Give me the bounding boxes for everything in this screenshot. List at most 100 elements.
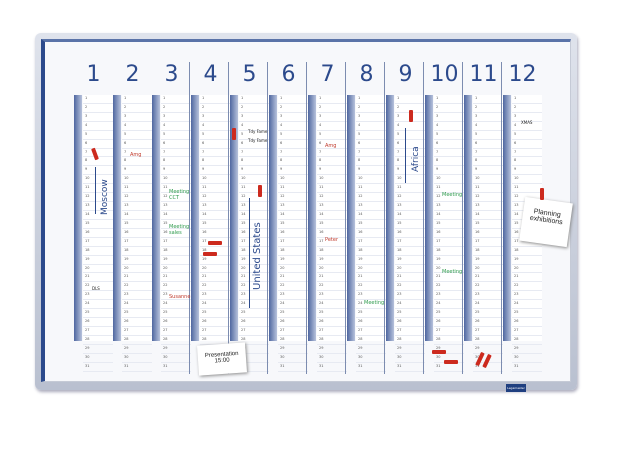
day-cell[interactable]: 28	[278, 336, 308, 345]
day-cell[interactable]: 22	[278, 282, 308, 292]
day-cell[interactable]: 30	[161, 354, 191, 363]
day-cell[interactable]: 11	[200, 184, 230, 194]
day-cell[interactable]: 10	[395, 175, 425, 185]
day-cell[interactable]: 31	[161, 363, 191, 372]
day-cell[interactable]: 8	[317, 157, 347, 167]
day-cell[interactable]: 28	[122, 336, 152, 345]
day-cell[interactable]: 9	[83, 166, 113, 176]
day-cell[interactable]: 30	[83, 354, 113, 363]
day-cell[interactable]: 5	[473, 131, 503, 140]
day-cell[interactable]: 24	[356, 300, 386, 310]
day-cell[interactable]: 16	[83, 229, 113, 238]
day-cell[interactable]: 4	[122, 122, 152, 131]
day-cell[interactable]: 13	[278, 202, 308, 211]
day-cell[interactable]: 7	[434, 149, 464, 158]
day-cell[interactable]: 16	[200, 229, 230, 238]
day-cell[interactable]: 3	[122, 113, 152, 122]
day-cell[interactable]: 5	[200, 131, 230, 140]
day-cell[interactable]: 17	[122, 238, 152, 247]
day-cell[interactable]: 26	[200, 318, 230, 327]
day-cell[interactable]: 18	[122, 247, 152, 256]
day-cell[interactable]: 27	[317, 327, 347, 336]
day-cell[interactable]: 22	[356, 282, 386, 292]
day-cell[interactable]: 19	[161, 256, 191, 265]
day-cell[interactable]: 19	[200, 256, 230, 265]
day-cell[interactable]: 20	[122, 265, 152, 274]
day-cell[interactable]: 6	[473, 140, 503, 149]
day-cell[interactable]: 18	[161, 247, 191, 256]
day-cell[interactable]: 27	[278, 327, 308, 336]
day-cell[interactable]: 19	[512, 256, 542, 265]
day-cell[interactable]: 14	[200, 211, 230, 220]
day-cell[interactable]: 8	[122, 157, 152, 167]
day-cell[interactable]: 20	[317, 265, 347, 274]
day-cell[interactable]: 7	[356, 149, 386, 158]
day-cell[interactable]: 26	[161, 318, 191, 327]
day-cell[interactable]: 15	[122, 220, 152, 229]
day-cell[interactable]: 6	[395, 140, 425, 149]
arrow-magnet[interactable]	[444, 360, 458, 364]
day-cell[interactable]: 1	[161, 95, 191, 104]
day-cell[interactable]: 9	[434, 166, 464, 176]
day-cell[interactable]: 5	[122, 131, 152, 140]
day-cell[interactable]: 19	[239, 256, 269, 265]
day-cell[interactable]: 10	[356, 175, 386, 185]
day-cell[interactable]: 1	[83, 95, 113, 104]
day-cell[interactable]: 2	[473, 104, 503, 113]
day-cell[interactable]: 6	[278, 140, 308, 149]
day-cell[interactable]: 8	[239, 157, 269, 167]
day-cell[interactable]: 1	[317, 95, 347, 104]
day-cell[interactable]: 14	[434, 211, 464, 220]
day-cell[interactable]: 3	[239, 113, 269, 122]
day-cell[interactable]: 28	[434, 336, 464, 345]
day-cell[interactable]: 15	[395, 220, 425, 229]
day-cell[interactable]: 22	[473, 282, 503, 292]
day-cell[interactable]: 19	[434, 256, 464, 265]
day-cell[interactable]: 25	[473, 309, 503, 319]
day-cell[interactable]: 4	[434, 122, 464, 131]
day-cell[interactable]: 10	[317, 175, 347, 185]
day-cell[interactable]: 22	[122, 282, 152, 292]
day-cell[interactable]: 14	[356, 211, 386, 220]
day-cell[interactable]: 28	[395, 336, 425, 345]
day-cell[interactable]: 4	[200, 122, 230, 131]
day-cell[interactable]: 22	[434, 282, 464, 292]
day-cell[interactable]: 14	[473, 211, 503, 220]
day-cell[interactable]: 26	[356, 318, 386, 327]
day-cell[interactable]: 18	[395, 247, 425, 256]
day-cell[interactable]: 17	[239, 238, 269, 247]
day-cell[interactable]: 17	[278, 238, 308, 247]
day-cell[interactable]: 16	[278, 229, 308, 238]
day-cell[interactable]: 22	[200, 282, 230, 292]
day-cell[interactable]: 31	[356, 363, 386, 372]
day-cell[interactable]: 19	[83, 256, 113, 265]
day-cell[interactable]: 3	[278, 113, 308, 122]
day-cell[interactable]: 15	[239, 220, 269, 229]
day-cell[interactable]: 27	[122, 327, 152, 336]
day-cell[interactable]: 4	[239, 122, 269, 131]
day-cell[interactable]: 11	[317, 184, 347, 194]
day-cell[interactable]: 26	[278, 318, 308, 327]
day-cell[interactable]: 25	[434, 309, 464, 319]
day-cell[interactable]: 7	[395, 149, 425, 158]
day-cell[interactable]: 31	[434, 363, 464, 372]
day-cell[interactable]: 11	[434, 184, 464, 194]
day-cell[interactable]: 24	[161, 300, 191, 310]
day-cell[interactable]: 19	[278, 256, 308, 265]
day-cell[interactable]: 31	[512, 363, 542, 372]
day-cell[interactable]: 21	[83, 273, 113, 283]
day-cell[interactable]: 13	[200, 202, 230, 211]
day-cell[interactable]: 18	[356, 247, 386, 256]
day-cell[interactable]: 17	[512, 238, 542, 247]
day-cell[interactable]: 26	[512, 318, 542, 327]
day-cell[interactable]: 1	[200, 95, 230, 104]
day-cell[interactable]: 28	[317, 336, 347, 345]
day-cell[interactable]: 5	[317, 131, 347, 140]
day-cell[interactable]: 7	[473, 149, 503, 158]
day-cell[interactable]: 25	[278, 309, 308, 319]
day-cell[interactable]: 13	[122, 202, 152, 211]
day-cell[interactable]: 29	[161, 345, 191, 354]
day-cell[interactable]: 31	[83, 363, 113, 372]
day-cell[interactable]: 1	[434, 95, 464, 104]
day-cell[interactable]: 10	[278, 175, 308, 185]
